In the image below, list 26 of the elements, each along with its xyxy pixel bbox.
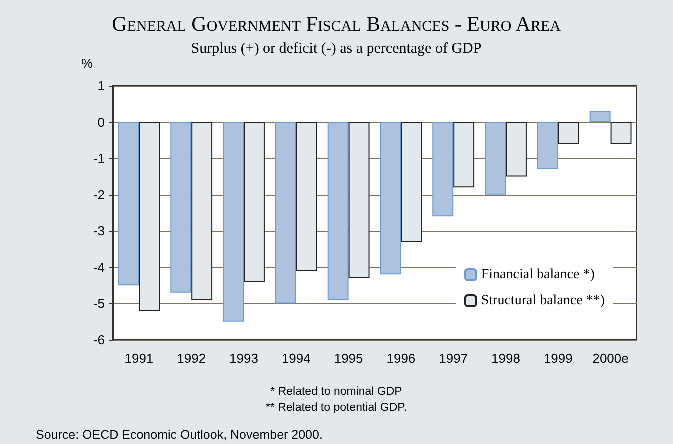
x-tick-label: 1994 xyxy=(282,351,311,366)
x-tick-label: 1993 xyxy=(230,351,258,366)
y-tick-label: 0 xyxy=(98,114,105,130)
x-tick-label: 1995 xyxy=(334,351,364,366)
y-tick-label: -4 xyxy=(93,260,105,275)
legend-label: Structural balance **) xyxy=(481,294,606,308)
x-tick-label: 2000e xyxy=(592,351,629,366)
chart-subtitle: Surplus (+) or deficit (-) as a percentage of GDP xyxy=(191,41,482,57)
x-tick-label: 1997 xyxy=(439,351,468,366)
x-tick-label: 1999 xyxy=(544,351,573,366)
source-note: Source: OECD Economic Outlook, November 2000. xyxy=(36,428,323,442)
x-tick-label: 1998 xyxy=(492,351,520,366)
y-tick-label: -3 xyxy=(93,224,105,239)
text: * Related to nominal GDP xyxy=(270,386,404,398)
x-tick-label: 1991 xyxy=(124,351,154,366)
x-tick-label: 1996 xyxy=(386,351,416,366)
y-tick-label: -2 xyxy=(93,187,105,202)
y-tick-label: -5 xyxy=(93,296,105,312)
chart-title: General Government Fiscal Balances - Euro Area xyxy=(111,12,562,37)
y-axis-title: % xyxy=(81,56,94,71)
y-tick-label: 1 xyxy=(98,78,105,94)
legend-label: Financial balance *) xyxy=(481,268,596,282)
y-tick-label: -1 xyxy=(93,151,105,166)
y-tick-label: -6 xyxy=(93,332,105,348)
x-tick-label: 1992 xyxy=(177,351,206,366)
text: ** Related to potential GDP. xyxy=(264,402,408,414)
